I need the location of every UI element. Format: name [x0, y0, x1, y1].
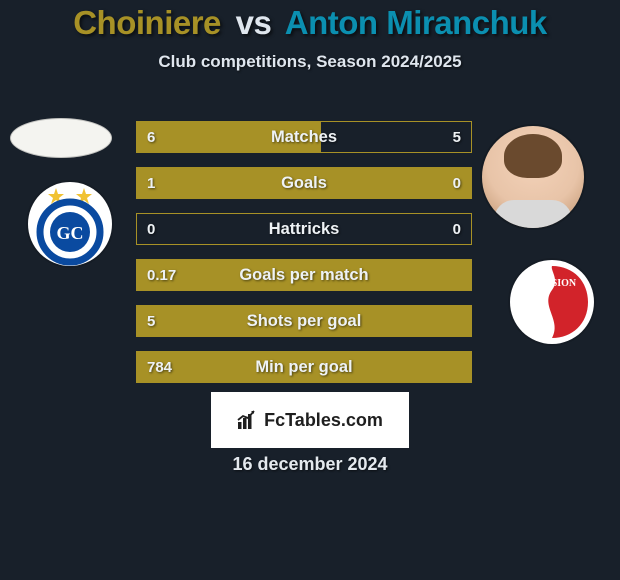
- stat-row: 1Goals0: [136, 167, 472, 199]
- stat-value-b: 0: [453, 175, 461, 192]
- comparison-bars: 6Matches51Goals00Hattricks00.17Goals per…: [136, 121, 472, 397]
- stat-value-b: 5: [453, 129, 461, 146]
- player-b-avatar: [482, 126, 584, 228]
- club-b-svg: FC SION: [510, 260, 594, 344]
- watermark: FcTables.com: [211, 392, 409, 448]
- page-title: Choiniere vs Anton Miranchuk: [0, 0, 620, 42]
- player-a-name: Choiniere: [73, 4, 221, 41]
- subtitle: Club competitions, Season 2024/2025: [0, 52, 620, 72]
- stat-label: Matches: [137, 128, 471, 147]
- stat-row: 784Min per goal: [136, 351, 472, 383]
- club-a-svg: GC: [28, 182, 112, 266]
- stat-label: Goals per match: [137, 266, 471, 285]
- watermark-text: FcTables.com: [264, 410, 383, 431]
- stat-row: 6Matches5: [136, 121, 472, 153]
- svg-text:FC SION: FC SION: [536, 278, 577, 289]
- player-b-name: Anton Miranchuk: [285, 4, 547, 41]
- stat-row: 0Hattricks0: [136, 213, 472, 245]
- stat-label: Goals: [137, 174, 471, 193]
- stat-value-b: 0: [453, 221, 461, 238]
- stat-label: Shots per goal: [137, 312, 471, 331]
- stat-label: Hattricks: [137, 220, 471, 239]
- player-a-avatar: [10, 118, 112, 158]
- stat-row: 5Shots per goal: [136, 305, 472, 337]
- stat-row: 0.17Goals per match: [136, 259, 472, 291]
- vs-label: vs: [236, 4, 272, 41]
- chart-icon: [237, 409, 259, 431]
- date-label: 16 december 2024: [0, 454, 620, 475]
- club-b-logo: FC SION: [510, 260, 594, 344]
- svg-text:GC: GC: [57, 223, 84, 243]
- stat-label: Min per goal: [137, 358, 471, 377]
- club-a-logo: GC: [28, 182, 112, 266]
